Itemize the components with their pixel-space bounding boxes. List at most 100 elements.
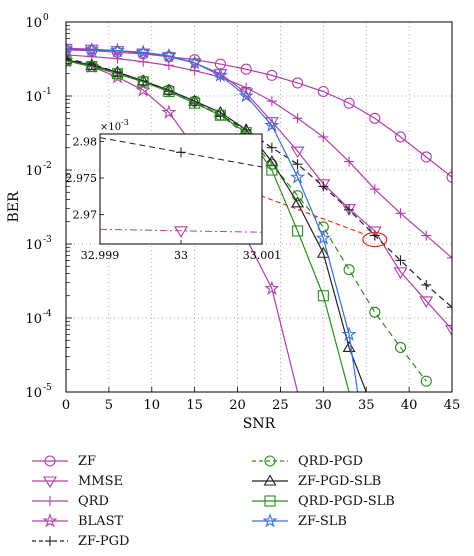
- series-qrd-pgd-slb: [66, 55, 350, 392]
- data-point-zf-slb: [84, 41, 100, 57]
- inset-y-tick-label: 2.98: [73, 135, 98, 148]
- data-point-zf-pgd: [292, 159, 303, 170]
- legend-item-qrd-pgd-slb: QRD-PGD-SLB: [250, 492, 395, 510]
- data-point-zf-slb: [135, 44, 151, 59]
- data-point-zf-pgd-slb: [342, 340, 356, 352]
- legend-label-qrd: QRD: [78, 493, 109, 509]
- legend-swatch-zf-pgd-slb: [252, 474, 288, 486]
- data-point-zf: [317, 85, 329, 98]
- x-axis-label: SNR: [243, 416, 276, 432]
- data-point-qrd: [66, 49, 71, 60]
- data-point-zf-pgd: [395, 255, 406, 266]
- legend-marker-zf-pgd: [45, 536, 55, 546]
- data-point-zf-slb: [187, 54, 203, 70]
- data-point-mmse: [445, 324, 452, 337]
- data-point-qrd-pgd-slb: [86, 61, 98, 73]
- data-point-zf-pgd-slb: [66, 53, 73, 65]
- data-point-qrd: [189, 65, 200, 76]
- data-point-zf-pgd-slb: [188, 94, 202, 106]
- data-point-qrd-pgd-slb: [189, 97, 201, 109]
- plot-frame: [65, 21, 453, 393]
- legend-marker-zf-pgd-slb: [263, 474, 277, 486]
- data-point-qrd-pgd: [420, 375, 432, 387]
- inset-x-tick-label: 33.001: [243, 249, 282, 262]
- data-point-qrd: [421, 230, 432, 241]
- data-point-qrd: [163, 60, 174, 71]
- data-point-zf: [446, 171, 452, 183]
- legend-marker-zf-slb: [262, 513, 278, 528]
- x-tick-label: 35: [358, 398, 375, 413]
- legend-swatch-qrd-pgd: [252, 455, 288, 467]
- data-point-qrd-pgd-slb: [137, 76, 149, 88]
- data-point-qrd-pgd-slb: [292, 225, 304, 237]
- legend-marker-qrd-pgd-slb: [264, 495, 276, 507]
- y-tick-label: 10: [25, 238, 42, 253]
- series-line-blast: [66, 60, 299, 392]
- y-tick-exponent: -1: [43, 87, 52, 97]
- zoom-ellipse: [362, 231, 388, 248]
- data-point-zf: [343, 97, 355, 109]
- legend-swatch-blast: [32, 513, 68, 528]
- legend-item-qrd: QRD: [30, 492, 109, 510]
- legend-swatch-qrd: [32, 496, 68, 506]
- zoom-inset: 32.999 33 33.001 2.97 2.975 2.98×10 -3: [66, 118, 282, 262]
- data-point-zf-pgd-slb: [136, 74, 150, 86]
- inset-x-tick-label: 32.999: [81, 249, 120, 262]
- data-point-zf-slb: [161, 47, 177, 63]
- data-point-blast: [135, 82, 151, 97]
- y-tick-exponent: -3: [43, 235, 52, 245]
- inset-series-line-mmse: [99, 228, 263, 233]
- data-point-zf-slb: [264, 117, 280, 132]
- x-tick-label: 5: [105, 398, 113, 413]
- legend-marker-blast: [42, 513, 58, 528]
- data-point-zf-pgd: [344, 204, 355, 215]
- series-line-qrd: [66, 54, 452, 259]
- data-point-mmse: [316, 179, 331, 191]
- data-point-zf: [394, 131, 407, 143]
- series-zf-pgd-slb: [66, 53, 367, 392]
- data-point-zf: [66, 44, 72, 56]
- data-point-zf-pgd-slb: [162, 83, 176, 95]
- inset-data-point-zf-pgd: [176, 147, 186, 158]
- legend-label-qrd-pgd-slb: QRD-PGD-SLB: [298, 493, 395, 509]
- series-line-zf-pgd-slb: [66, 59, 367, 392]
- data-point-qrd-pgd-slb: [317, 290, 329, 302]
- data-point-qrd-pgd: [394, 341, 407, 353]
- y-tick-exponent: -2: [43, 161, 52, 171]
- data-point-zf: [240, 63, 252, 75]
- legend-marker-zf: [44, 455, 56, 467]
- legend-item-blast: BLAST: [30, 512, 123, 530]
- legend-swatch-mmse: [32, 476, 68, 489]
- legend-label-zf-slb: ZF-SLB: [298, 513, 347, 529]
- y-tick-label: 10: [25, 312, 42, 327]
- inset-series-mmse: [99, 226, 263, 238]
- data-point-zf-pgd-slb: [265, 154, 279, 167]
- series-zf: [66, 44, 452, 183]
- x-tick-label: 45: [444, 398, 461, 413]
- data-point-qrd: [344, 156, 355, 167]
- data-point-qrd-pgd-slb: [214, 109, 226, 121]
- y-tick-exponent: 0: [43, 13, 49, 23]
- data-point-blast: [161, 104, 177, 119]
- series-zf-slb: [66, 41, 359, 392]
- legend-label-zf-pgd: ZF-PGD: [78, 533, 130, 549]
- x-tick-label: 0: [62, 398, 70, 413]
- legend-label-zf: ZF: [78, 453, 97, 469]
- y-tick-label: 10: [25, 90, 42, 105]
- series-line-zf-slb: [66, 48, 359, 392]
- data-point-mmse: [419, 296, 434, 309]
- data-point-zf-pgd-slb: [316, 246, 330, 258]
- series-qrd: [66, 49, 452, 263]
- legend-swatch-qrd-pgd-slb: [252, 495, 288, 507]
- legend-item-qrd-pgd: QRD-PGD: [250, 452, 363, 470]
- data-point-zf: [420, 151, 432, 163]
- data-point-zf-slb: [290, 169, 306, 184]
- legend-marker-qrd: [45, 496, 55, 506]
- y-tick-label: 10: [25, 386, 42, 401]
- data-point-zf-pgd: [421, 279, 432, 290]
- legend-swatch-zf-pgd: [32, 536, 68, 546]
- legend-item-zf-pgd-slb: ZF-PGD-SLB: [250, 472, 381, 490]
- data-point-qrd: [447, 252, 452, 263]
- legend-swatch-zf: [32, 455, 68, 467]
